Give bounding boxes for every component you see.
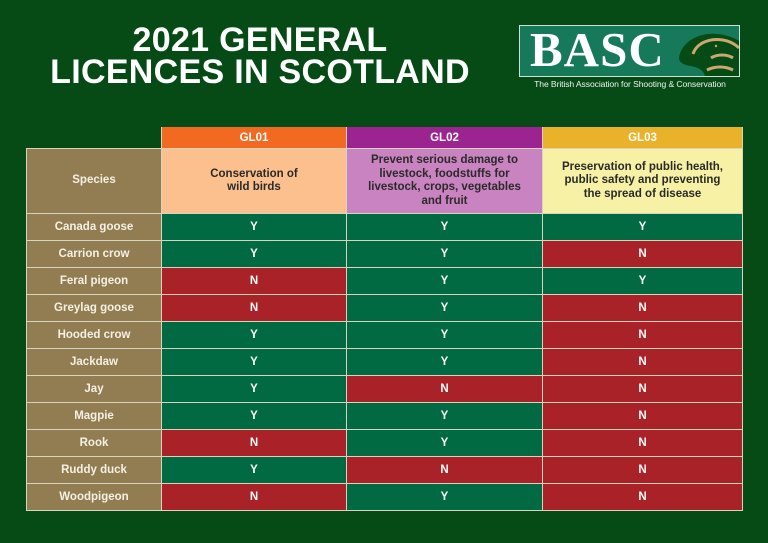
licence-code-gl03: GL03: [542, 127, 743, 149]
species-name: Ruddy duck: [26, 456, 162, 484]
gl02-value: Y: [346, 429, 543, 457]
species-name: Rook: [26, 429, 162, 457]
gl02-value: Y: [346, 294, 543, 322]
licence-code-gl02: GL02: [346, 127, 543, 149]
gl03-value: N: [542, 294, 743, 322]
gl03-value: N: [542, 348, 743, 376]
species-header: Species: [26, 148, 162, 214]
gl03-value: N: [542, 429, 743, 457]
licence-code-gl01: GL01: [161, 127, 347, 149]
gl03-value: N: [542, 483, 743, 511]
table-row: Ruddy duck Y N N: [26, 456, 743, 484]
gl03-value: N: [542, 402, 743, 430]
gl02-value: Y: [346, 483, 543, 511]
gl01-value: N: [161, 267, 347, 295]
title-line-2: LICENCES IN SCOTLAND: [50, 53, 470, 91]
page-title: 2021 GENERAL LICENCES IN SCOTLAND: [20, 21, 500, 91]
gl01-value: Y: [161, 321, 347, 349]
gl01-value: N: [161, 483, 347, 511]
gl02-value: Y: [346, 348, 543, 376]
gl01-value: N: [161, 429, 347, 457]
species-name: Jay: [26, 375, 162, 403]
gl01-value: Y: [161, 240, 347, 268]
table-row: Woodpigeon N Y N: [26, 483, 743, 511]
gl02-value: Y: [346, 267, 543, 295]
gl01-value: Y: [161, 375, 347, 403]
table-row: Rook N Y N: [26, 429, 743, 457]
gl03-value: Y: [542, 267, 743, 295]
table-row: Carrion crow Y Y N: [26, 240, 743, 268]
gl02-value: Y: [346, 213, 543, 241]
table-row: Jackdaw Y Y N: [26, 348, 743, 376]
basc-logo: BASC: [519, 25, 740, 77]
table-row: Greylag goose N Y N: [26, 294, 743, 322]
licence-code-row: GL01 GL02 GL03: [27, 127, 743, 149]
gl03-value: Y: [542, 213, 743, 241]
gl03-value: N: [542, 240, 743, 268]
gl01-value: N: [161, 294, 347, 322]
species-name: Hooded crow: [26, 321, 162, 349]
gl01-value: Y: [161, 348, 347, 376]
species-name: Feral pigeon: [26, 267, 162, 295]
gl01-value: Y: [161, 213, 347, 241]
licence-description-gl02: Prevent serious damage to livestock, foo…: [346, 148, 543, 214]
table-row: Feral pigeon N Y Y: [26, 267, 743, 295]
licence-description-row: Species Conservation of wild birds Preve…: [26, 148, 743, 214]
licence-description-gl01: Conservation of wild birds: [161, 148, 347, 214]
species-name: Magpie: [26, 402, 162, 430]
title-line-1: 2021 GENERAL: [132, 21, 388, 59]
gl02-value: Y: [346, 402, 543, 430]
gl03-value: N: [542, 375, 743, 403]
species-name: Greylag goose: [26, 294, 162, 322]
species-name: Jackdaw: [26, 348, 162, 376]
gl01-value: Y: [161, 402, 347, 430]
logo-tagline: The British Association for Shooting & C…: [534, 79, 726, 89]
gl02-value: N: [346, 456, 543, 484]
licence-table: GL01 GL02 GL03 Species Conservation of w…: [26, 127, 743, 511]
table-row: Jay Y N N: [26, 375, 743, 403]
licence-description-gl03: Preservation of public health, public sa…: [542, 148, 743, 214]
gl02-value: Y: [346, 321, 543, 349]
duck-head-icon: [679, 33, 739, 76]
table-row: Magpie Y Y N: [26, 402, 743, 430]
empty-corner: [27, 127, 162, 149]
species-name: Woodpigeon: [26, 483, 162, 511]
gl02-value: Y: [346, 240, 543, 268]
gl03-value: N: [542, 456, 743, 484]
table-row: Hooded crow Y Y N: [26, 321, 743, 349]
logo-text: BASC: [530, 25, 665, 77]
species-name: Carrion crow: [26, 240, 162, 268]
table-row: Canada goose Y Y Y: [26, 213, 743, 241]
gl02-value: N: [346, 375, 543, 403]
gl01-value: Y: [161, 456, 347, 484]
gl03-value: N: [542, 321, 743, 349]
species-name: Canada goose: [26, 213, 162, 241]
